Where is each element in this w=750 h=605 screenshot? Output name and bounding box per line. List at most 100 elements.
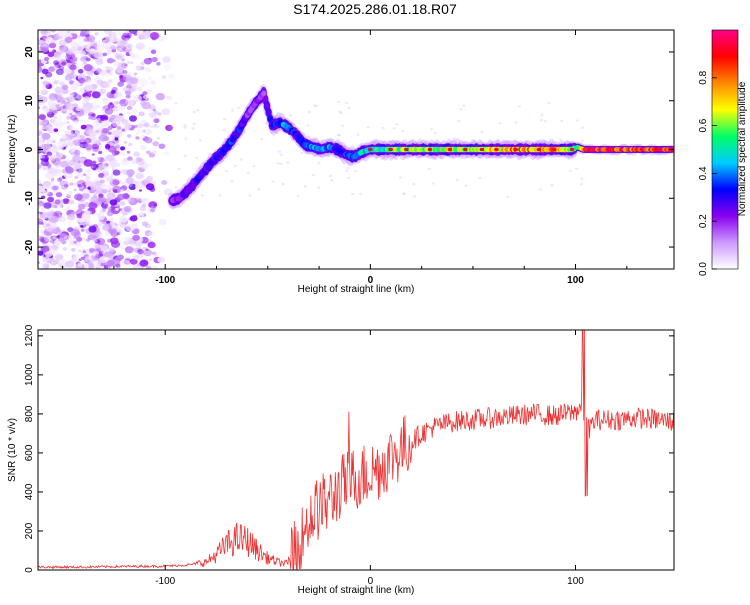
noise-speckle [45,225,54,232]
noise-speckle [108,131,112,135]
noise-speckle [68,199,75,205]
noise-speckle [49,240,54,243]
noise-speckle [88,48,96,55]
noise-speckle [455,178,459,182]
noise-speckle [79,49,86,55]
noise-speckle [84,127,94,134]
noise-speckle [124,71,133,79]
spectrogram-y-tick-label: 10 [24,95,35,107]
noise-speckle [89,41,98,48]
noise-speckle [88,262,94,268]
noise-speckle [139,78,149,86]
noise-speckle [67,133,72,137]
noise-speckle [110,89,116,94]
noise-speckle [85,30,91,35]
noise-speckle [38,114,47,120]
noise-speckle [133,72,138,76]
noise-speckle [40,230,45,234]
snr-y-tick-label: 200 [24,522,35,539]
noise-speckle [149,124,155,129]
noise-speckle [517,105,521,108]
noise-speckle [128,197,138,206]
noise-speckle [272,115,276,118]
noise-speckle [85,238,91,242]
noise-speckle [62,247,68,251]
noise-speckle [125,43,134,50]
noise-speckle [113,93,119,98]
noise-speckle [106,57,114,64]
noise-speckle [137,249,144,255]
ridge-core [267,116,273,122]
noise-speckle [120,188,124,192]
noise-speckle [45,190,51,195]
noise-speckle [45,173,50,178]
noise-speckle [174,102,178,105]
noise-speckle [40,207,46,211]
noise-speckle [150,49,157,54]
noise-speckle [38,130,43,136]
noise-speckle [142,94,149,100]
noise-speckle [144,67,151,73]
noise-speckle [340,124,345,128]
noise-speckle [43,202,52,209]
spectrogram-y-tick-label: -10 [24,191,35,206]
noise-speckle [132,83,137,88]
noise-speckle [575,167,579,170]
noise-speckle [150,80,156,85]
noise-speckle [144,137,153,144]
noise-speckle [39,142,44,147]
noise-speckle [116,103,126,111]
noise-speckle [81,212,91,221]
noise-speckle [127,99,136,107]
noise-speckle [218,194,222,197]
noise-speckle [347,176,351,180]
noise-speckle [401,130,405,133]
noise-speckle [54,253,64,261]
noise-speckle [140,61,145,66]
noise-speckle [145,183,155,191]
noise-speckle [113,86,118,91]
noise-speckle [162,56,171,63]
noise-speckle [123,205,132,213]
noise-speckle [105,154,115,162]
noise-speckle [347,106,351,110]
noise-speckle [381,126,385,130]
noise-speckle [158,218,167,226]
noise-speckle [94,31,99,36]
noise-speckle [40,30,48,36]
spectrogram-x-axis-label: Height of straight line (km) [298,284,415,295]
noise-speckle [133,32,138,36]
noise-speckle [142,91,148,96]
noise-speckle [40,155,46,159]
noise-speckle [579,183,584,186]
noise-speckle [141,203,146,207]
noise-speckle [115,38,121,43]
noise-speckle [117,229,124,235]
noise-speckle [54,33,58,37]
noise-speckle [538,188,543,191]
noise-speckle [45,83,53,90]
noise-speckle [103,67,107,70]
noise-speckle [50,119,58,125]
noise-speckle [351,192,355,196]
noise-speckle [141,221,149,227]
noise-speckle [145,265,152,269]
noise-speckle [38,137,44,144]
noise-speckle [126,169,135,176]
noise-speckle [65,260,75,268]
noise-speckle [560,119,564,123]
colorbar-tick-label: 0.0 [698,262,709,276]
noise-speckle [115,263,121,268]
noise-speckle [285,161,290,164]
noise-speckle [116,126,122,130]
noise-speckle [47,51,55,57]
noise-speckle [49,124,53,128]
noise-speckle [154,110,158,114]
noise-speckle [83,38,88,42]
noise-speckle [149,258,153,262]
noise-speckle [157,256,165,263]
noise-speckle [127,156,133,161]
noise-speckle [42,139,45,142]
noise-speckle [462,104,466,107]
noise-speckle [98,193,104,198]
